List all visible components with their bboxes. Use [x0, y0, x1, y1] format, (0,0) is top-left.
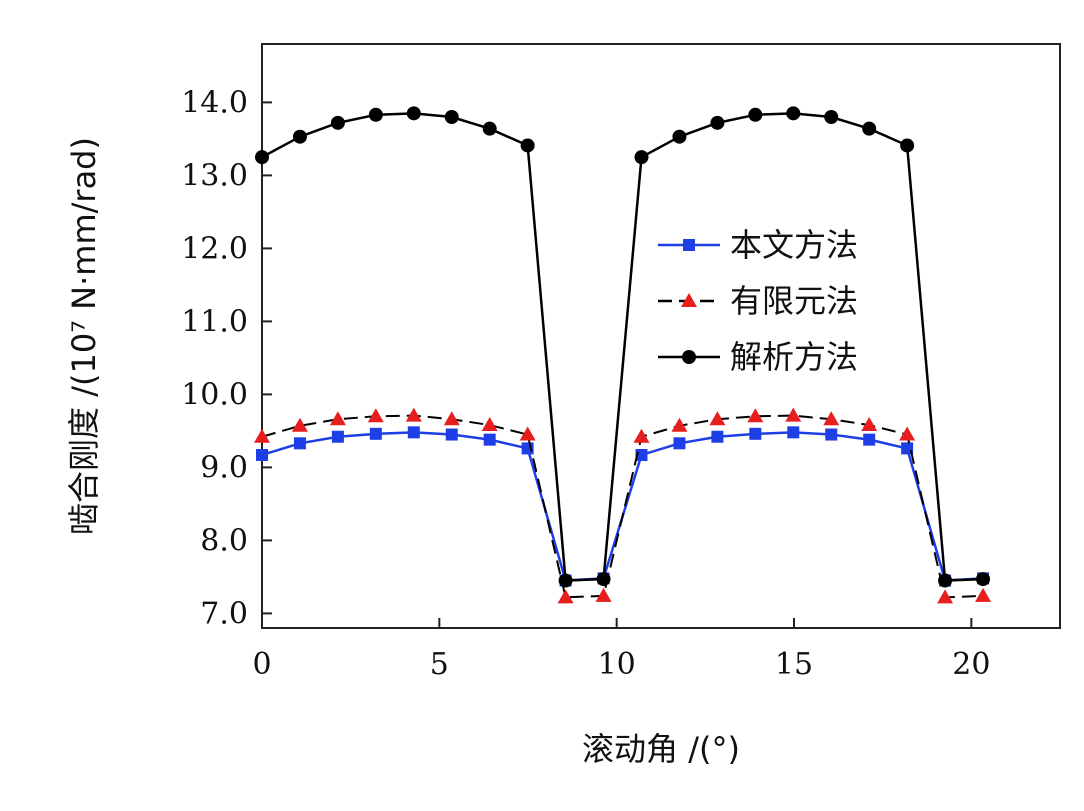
- legend-label: 本文方法: [730, 226, 858, 264]
- data-point: [293, 437, 306, 450]
- data-point: [711, 430, 724, 443]
- series-layer: [254, 106, 992, 604]
- x-axis-ticks: 0 5 10 15 20: [252, 618, 990, 682]
- data-point: [519, 426, 536, 441]
- data-point: [786, 106, 801, 121]
- data-point: [329, 411, 346, 426]
- data-point: [863, 433, 876, 446]
- data-point: [938, 573, 953, 588]
- x-tick-label: 15: [775, 647, 813, 682]
- data-point: [823, 411, 840, 426]
- data-point: [444, 110, 459, 124]
- series-line-3: [261, 112, 984, 582]
- data-point: [673, 437, 686, 450]
- legend-item-1: 本文方法: [658, 226, 858, 264]
- y-tick-label: 7.0: [200, 596, 248, 631]
- series-3: [255, 106, 991, 588]
- y-tick-label: 13.0: [181, 158, 248, 193]
- y-tick-label: 8.0: [200, 523, 248, 558]
- data-point: [291, 417, 308, 432]
- data-point: [824, 110, 839, 124]
- data-point: [520, 138, 535, 153]
- legend-label: 有限元法: [730, 282, 858, 320]
- data-point: [672, 129, 687, 144]
- data-point: [445, 428, 458, 441]
- data-point: [369, 427, 382, 440]
- data-point: [785, 407, 802, 422]
- series-2: [254, 407, 992, 604]
- data-point: [481, 417, 498, 432]
- data-point: [256, 448, 268, 461]
- data-point: [406, 106, 421, 121]
- data-point: [709, 411, 726, 426]
- y-tick-label: 12.0: [181, 231, 248, 266]
- data-point: [443, 411, 460, 426]
- data-point: [292, 129, 307, 144]
- data-point: [900, 138, 915, 153]
- data-point: [483, 433, 496, 446]
- legend-marker: [681, 293, 697, 307]
- data-point: [862, 121, 877, 136]
- data-point: [633, 428, 650, 443]
- x-axis-title: 滚动角 /(°): [582, 730, 740, 768]
- data-point: [330, 115, 345, 130]
- data-point: [861, 417, 878, 432]
- x-tick-label: 5: [430, 647, 449, 682]
- data-point: [825, 428, 838, 441]
- data-point: [557, 589, 574, 604]
- data-point: [482, 121, 497, 136]
- y-tick-label: 11.0: [181, 304, 248, 339]
- data-point: [748, 107, 763, 122]
- data-point: [975, 587, 992, 602]
- x-tick-label: 0: [252, 647, 271, 682]
- x-tick-label: 10: [598, 647, 636, 682]
- series-line-1: [261, 431, 984, 582]
- series-1: [256, 426, 990, 587]
- series-line-2: [261, 414, 984, 599]
- data-point: [937, 589, 954, 604]
- plot-area: [261, 43, 1061, 629]
- y-axis-ticks: 7.0 8.0 9.0 10.0 11.0 12.0 13.0 14.0: [181, 85, 272, 631]
- data-point: [367, 408, 384, 423]
- data-point: [596, 572, 611, 587]
- data-point: [331, 430, 344, 443]
- data-point: [558, 573, 573, 588]
- data-point: [368, 107, 383, 122]
- data-point: [710, 115, 725, 130]
- y-axis-title: 啮合刚度 /(10⁷ N·mm/rad): [65, 137, 103, 535]
- data-point: [749, 427, 762, 440]
- y-tick-label: 14.0: [181, 85, 248, 120]
- legend-item-3: 解析方法: [658, 338, 858, 376]
- y-tick-label: 10.0: [181, 377, 248, 412]
- data-point: [254, 428, 270, 443]
- data-point: [255, 150, 269, 165]
- x-tick-label: 20: [952, 647, 990, 682]
- data-point: [747, 408, 764, 423]
- data-point: [976, 572, 991, 587]
- legend-item-2: 有限元法: [658, 282, 858, 320]
- legend-marker: [682, 350, 696, 364]
- data-point: [899, 426, 916, 441]
- data-point: [595, 587, 612, 602]
- data-point: [671, 417, 688, 432]
- legend-label: 解析方法: [730, 338, 858, 376]
- data-point: [407, 426, 420, 439]
- data-point: [787, 426, 800, 439]
- data-point: [634, 150, 649, 165]
- data-point: [405, 407, 422, 422]
- legend-marker: [683, 239, 695, 251]
- y-tick-label: 9.0: [200, 450, 248, 485]
